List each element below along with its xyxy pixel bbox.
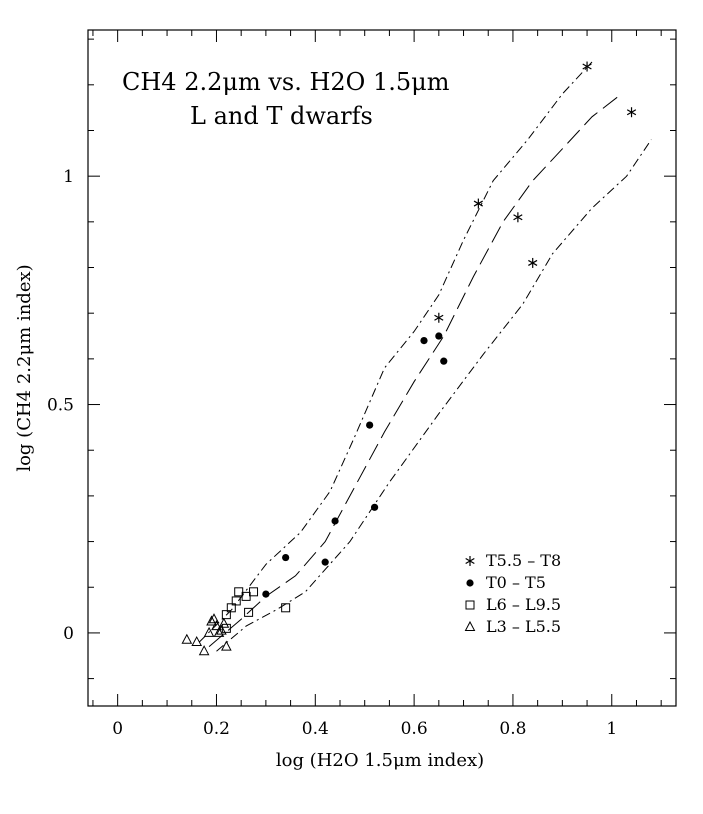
tick-labels: 0 0.2 0.4 0.6 0.8 1 0 0.5 1 [47,167,617,739]
legend-label: L6 – L9.5 [486,595,561,614]
data-point-filled-circle [435,332,443,340]
data-point-open-square [281,603,291,613]
x-tick-label: 1 [606,719,617,739]
x-tick-label: 0.8 [499,719,526,739]
legend-marker-open-square [465,600,475,610]
data-point-open-triangle [213,626,225,637]
data-point-asterisk [513,212,523,223]
data-point-filled-circle [370,503,379,511]
data-point-open-square [244,607,254,617]
fit-line-bound [216,139,652,652]
data-point-asterisk [434,312,444,323]
y-tick-label: 1 [63,167,74,187]
data-point-open-square [249,587,259,597]
chart-title: CH4 2.2μm vs. H2O 1.5μm L and T dwarfs [122,68,450,130]
x-tick-label: 0.2 [203,719,230,739]
legend-label: T0 – T5 [486,573,546,592]
data-point-filled-circle [282,553,290,562]
legend: T5.5 – T8 T0 – T5 L6 – L9.5 L3 – L5.5 [464,551,561,636]
y-tick-label: 0.5 [47,396,74,416]
legend-label: T5.5 – T8 [486,551,561,570]
data-point-filled-circle [366,421,374,429]
data-point-open-triangle [211,619,222,631]
data-point-asterisk [473,198,483,209]
data-point-filled-circle [331,517,339,525]
data-point-open-square [226,603,236,613]
data-point-open-triangle [198,645,210,656]
data-point-open-square [234,587,244,597]
data-point-open-triangle [218,617,230,628]
data-point-open-square [241,591,251,601]
fit-line-mean [208,93,622,647]
data-point-open-triangle [191,635,203,647]
legend-marker-asterisk [465,556,475,566]
x-tick-label: 0.6 [401,719,428,739]
data-point-filled-circle [262,590,270,598]
title-line2: L and T dwarfs [190,102,373,130]
data-point-asterisk [528,257,538,268]
x-tick-label: 0 [112,719,123,739]
data-point-filled-circle [321,558,329,566]
data-point-open-triangle [216,624,227,635]
axis-ticks [88,30,676,706]
legend-label: L3 – L5.5 [486,617,561,636]
fit-lines [198,61,652,652]
data-point-open-triangle [203,626,215,637]
legend-marker-open-triangle [464,620,476,631]
x-tick-label: 0.4 [302,719,329,739]
title-line1: CH4 2.2μm vs. H2O 1.5μm [122,68,450,96]
data-point-open-triangle [208,613,220,624]
data-points [181,61,637,656]
data-point-filled-circle [440,357,448,365]
data-point-open-triangle [181,633,193,644]
data-point-asterisk [582,61,592,72]
y-axis-label: log (CH4 2.2μm index) [14,264,35,471]
fit-line-bound [198,61,593,643]
data-point-open-square [221,610,231,620]
data-point-asterisk [626,107,637,118]
data-point-open-triangle [221,640,232,651]
data-point-filled-circle [420,336,428,345]
y-tick-label: 0 [63,624,74,644]
plot-frame [87,29,677,707]
data-point-open-triangle [206,615,217,626]
x-axis-label: log (H2O 1.5μm index) [276,750,484,771]
legend-marker-filled-circle [466,579,474,587]
data-point-open-square [231,596,241,606]
